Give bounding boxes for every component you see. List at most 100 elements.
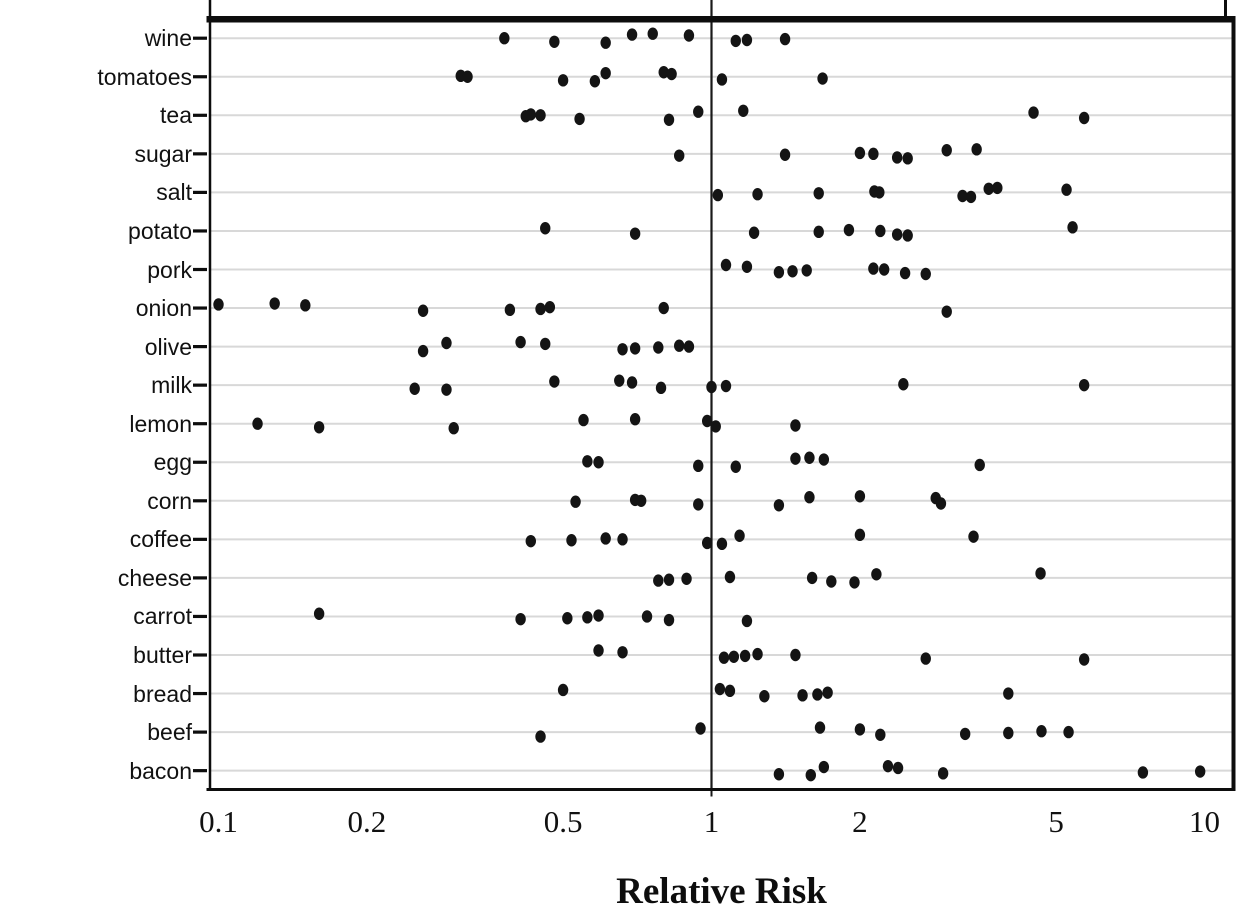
data-point	[570, 495, 581, 508]
category-label-potato: potato	[128, 217, 192, 244]
data-point	[701, 536, 713, 550]
data-point	[868, 147, 879, 161]
data-point	[674, 339, 685, 352]
data-point	[635, 494, 647, 507]
category-label-tomatoes: tomatoes	[97, 63, 192, 90]
data-point	[714, 682, 726, 696]
x-tick-label-0.5: 0.5	[543, 804, 583, 839]
data-point	[1061, 183, 1072, 196]
data-point	[504, 303, 516, 317]
data-point	[593, 644, 604, 657]
data-point	[957, 189, 968, 203]
data-point	[739, 649, 751, 663]
data-point	[974, 458, 985, 472]
data-point	[741, 260, 753, 273]
data-point	[773, 266, 785, 279]
data-point	[658, 66, 669, 79]
data-point	[1067, 221, 1078, 234]
data-point	[875, 224, 886, 238]
x-tick-label-1: 1	[703, 804, 720, 839]
data-point	[716, 537, 728, 551]
category-label-onion: onion	[135, 295, 192, 322]
data-point	[806, 571, 818, 585]
data-point	[626, 376, 638, 389]
data-point	[535, 730, 546, 743]
data-point	[693, 498, 704, 511]
category-label-carrot: carrot	[133, 603, 192, 630]
data-point	[968, 530, 979, 543]
category-label-butter: butter	[133, 642, 192, 668]
data-point	[826, 575, 837, 588]
data-point	[1194, 765, 1206, 778]
data-point	[1036, 725, 1047, 738]
data-point	[663, 113, 675, 127]
data-point	[875, 728, 886, 741]
x-tick-label-2: 2	[852, 804, 868, 839]
data-point	[920, 267, 931, 281]
data-point	[971, 143, 982, 156]
data-point	[790, 419, 801, 432]
data-point	[1003, 726, 1014, 740]
data-point	[804, 451, 815, 464]
data-point	[540, 222, 551, 235]
data-point	[724, 684, 736, 698]
data-point	[748, 226, 760, 239]
data-point	[626, 28, 638, 41]
data-point	[891, 151, 903, 164]
x-tick-label-10: 10	[1189, 804, 1220, 839]
data-point	[752, 188, 763, 201]
data-point	[720, 258, 732, 272]
data-point	[525, 108, 536, 121]
data-point	[674, 149, 685, 162]
data-point	[617, 646, 628, 659]
category-label-sugar: sugar	[134, 140, 192, 167]
category-label-salt: salt	[156, 179, 192, 206]
data-point	[773, 768, 785, 781]
data-point	[582, 455, 593, 468]
x-tick-label-0.1: 0.1	[199, 804, 238, 839]
data-point	[515, 335, 526, 349]
data-point	[892, 761, 904, 775]
data-point	[313, 421, 325, 434]
data-point	[663, 613, 675, 627]
data-point	[720, 379, 732, 393]
data-point	[759, 690, 770, 703]
data-point	[617, 343, 628, 356]
data-point	[818, 453, 830, 466]
data-point	[790, 452, 801, 465]
data-point	[843, 223, 855, 237]
data-point	[730, 34, 741, 48]
data-point	[868, 262, 879, 275]
x-tick-label-0.2: 0.2	[347, 804, 387, 839]
data-point	[600, 532, 611, 545]
data-point	[1078, 378, 1090, 392]
data-point	[854, 528, 866, 542]
data-point	[898, 378, 909, 391]
data-point	[716, 73, 728, 86]
data-point	[540, 337, 551, 351]
data-point	[693, 105, 704, 118]
data-point	[959, 727, 971, 741]
data-point	[779, 148, 791, 161]
data-point	[941, 305, 952, 318]
data-point	[663, 573, 675, 586]
data-point	[805, 768, 816, 782]
category-label-bread: bread	[133, 680, 192, 707]
category-label-corn: corn	[147, 487, 192, 514]
data-point	[655, 381, 667, 395]
data-point	[549, 375, 560, 388]
data-point	[557, 74, 569, 87]
data-point	[854, 490, 866, 503]
data-point	[658, 301, 669, 315]
data-point	[728, 650, 740, 663]
data-point	[600, 66, 611, 80]
data-point	[937, 767, 949, 780]
data-point	[653, 574, 664, 587]
category-label-tea: tea	[160, 102, 192, 129]
data-point	[629, 413, 641, 426]
data-point	[535, 302, 546, 316]
category-label-cheese: cheese	[117, 564, 192, 591]
data-point	[578, 413, 589, 427]
data-point	[593, 609, 604, 622]
